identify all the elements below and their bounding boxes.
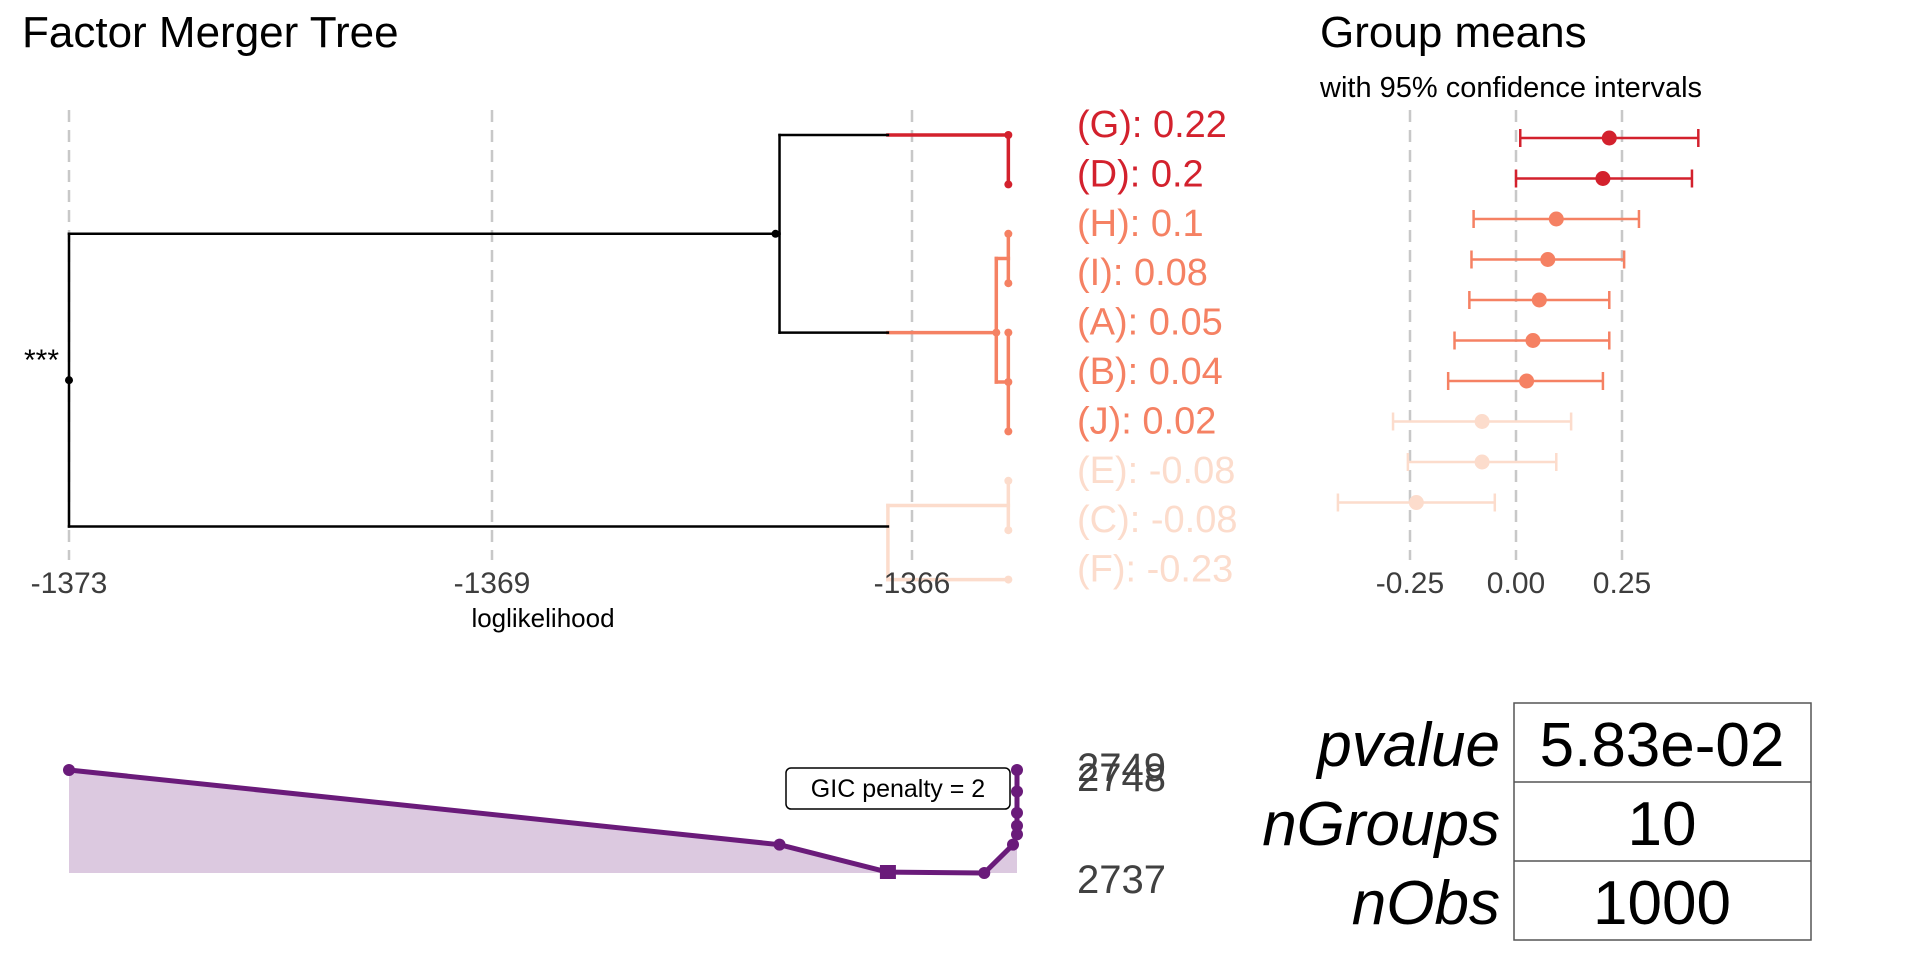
criterion-label-second: 2748 [1077, 756, 1166, 800]
gic-penalty-label: GIC penalty = 2 [811, 775, 985, 803]
group-label: (E): -0.08 [1077, 450, 1235, 492]
mean-point [1531, 292, 1547, 308]
criterion-label-min: 2737 [1077, 858, 1166, 902]
stats-table: pvalue 5.83e-02 nGroups 10 nObs 1000 [1262, 702, 1812, 941]
criterion-point [1011, 764, 1023, 776]
mean-point [1540, 252, 1556, 267]
tree-x-axis-label: loglikelihood [471, 603, 614, 633]
dendrogram [65, 131, 1013, 584]
group-means-plot [1336, 129, 1700, 512]
stat-name-nobs: nObs [1352, 869, 1500, 938]
mean-point [1474, 414, 1490, 429]
means-subtitle: with 95% confidence intervals [1319, 72, 1702, 104]
significance-marker: *** [24, 344, 59, 377]
merge-node [771, 229, 780, 238]
criterion-point [1011, 819, 1023, 832]
leaf-node [1004, 378, 1013, 386]
criterion-point [1011, 828, 1023, 841]
leaf-node [1004, 279, 1013, 288]
criterion-point [63, 764, 75, 776]
stat-name-pvalue: pvalue [1315, 711, 1500, 780]
criterion-optimum-marker [879, 865, 896, 879]
mean-point [1519, 373, 1535, 389]
mean-point [1408, 495, 1424, 510]
stat-value-nobs: 1000 [1593, 869, 1731, 938]
tree-x-tick: -1369 [454, 567, 531, 600]
mean-point [1474, 454, 1490, 470]
mean-point [1548, 211, 1564, 227]
group-label: (F): -0.23 [1077, 549, 1233, 591]
group-labels: (G): 0.22 (D): 0.2 (H): 0.1 (I): 0.08 (A): 0… [1077, 104, 1237, 591]
criterion-point [773, 838, 786, 851]
group-label: (C): -0.08 [1077, 499, 1237, 541]
mean-point [1525, 333, 1541, 348]
tree-x-tick: -1373 [31, 567, 108, 600]
group-label: (A): 0.05 [1077, 302, 1223, 344]
means-x-tick: 0.25 [1593, 567, 1651, 600]
leaf-node [1004, 328, 1013, 337]
tree-title: Factor Merger Tree [22, 8, 399, 57]
stat-name-ngroups: nGroups [1262, 790, 1500, 859]
group-label: (B): 0.04 [1077, 351, 1223, 393]
criterion-plot [63, 764, 1023, 879]
group-label: (D): 0.2 [1077, 153, 1204, 195]
gic-penalty-box: GIC penalty = 2 [785, 767, 1011, 810]
group-label: (I): 0.08 [1077, 252, 1208, 294]
group-label: (H): 0.1 [1077, 203, 1204, 245]
leaf-node [1004, 180, 1013, 189]
merge-node [992, 328, 1001, 337]
leaf-node [1004, 131, 1013, 139]
criterion-point [978, 867, 991, 879]
group-label: (J): 0.02 [1077, 400, 1216, 442]
mean-point [1595, 171, 1611, 186]
means-x-tick: -0.25 [1376, 567, 1444, 600]
leaf-node [1004, 575, 1013, 584]
stat-value-ngroups: 10 [1628, 790, 1697, 859]
tree-grid [67, 110, 914, 560]
leaf-node [1004, 229, 1013, 238]
criterion-label-max: 2749 [1077, 746, 1166, 790]
stat-value-pvalue: 5.83e-02 [1540, 711, 1785, 780]
leaf-node [1004, 476, 1013, 485]
means-x-tick: 0.00 [1487, 567, 1545, 600]
tree-x-tick: -1366 [874, 567, 951, 600]
leaf-node [1004, 526, 1013, 535]
means-title: Group means [1320, 8, 1587, 57]
criterion-point [1007, 838, 1019, 851]
criterion-point [1011, 806, 1023, 819]
group-label: (G): 0.22 [1077, 104, 1227, 146]
root-node [65, 376, 73, 385]
means-grid [1408, 110, 1624, 560]
mean-point [1601, 130, 1617, 146]
criterion-point [1011, 785, 1023, 798]
leaf-node [1004, 427, 1013, 436]
